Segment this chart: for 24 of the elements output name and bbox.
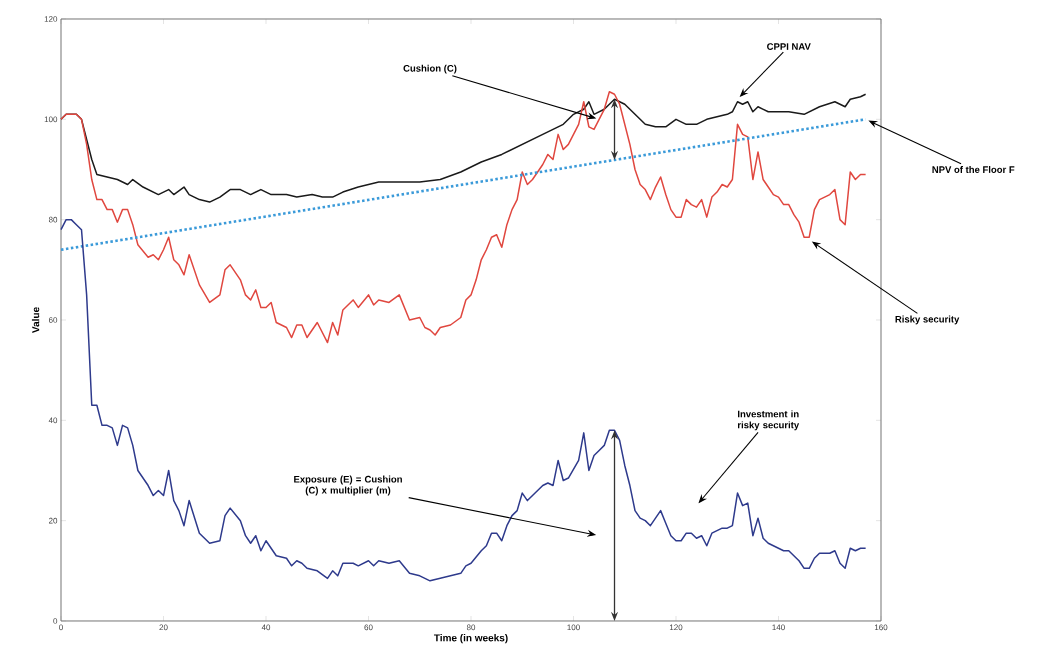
x-tick-label: 80 [466,624,476,631]
annotation: Risky security [895,315,960,325]
x-tick-label: 160 [874,624,888,631]
y-tick-label: 60 [48,317,58,323]
x-tick-label: 120 [669,624,683,631]
annotation: NPV of the Floor F [932,166,1015,173]
annotation: CPPI NAV [767,43,811,50]
y-tick-label: 0 [53,618,58,624]
x-tick-label: 20 [159,624,168,631]
y-tick-label: 40 [48,417,58,424]
y-tick-label: 100 [44,116,58,123]
x-tick-label: 60 [364,624,373,631]
x-tick-label: 40 [261,624,271,631]
y-tick-label: 80 [48,216,58,223]
y-axis-title: Value [31,307,40,333]
annotation: Investment in risky security [737,410,800,431]
y-tick-label: 20 [48,517,58,524]
y-tick-label: 120 [44,16,58,22]
annotation: Exposure (E) = Cushion (C) x multiplier (m) [294,475,402,496]
x-tick-label: 100 [567,624,580,631]
x-axis-title: Time (in weeks) [433,634,508,644]
annotation: Cushion (C) [403,64,457,74]
x-tick-label: 0 [59,624,63,631]
x-tick-label: 140 [772,624,785,631]
